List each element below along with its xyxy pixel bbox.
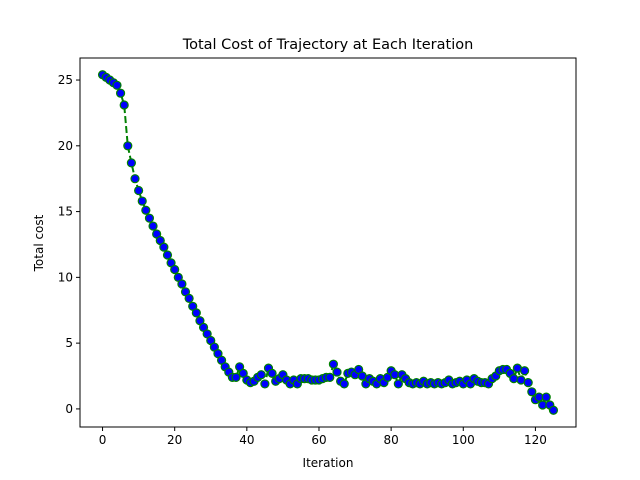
y-tick-label: 5: [65, 336, 73, 350]
marker: [112, 80, 122, 90]
x-axis-label: Iteration: [303, 456, 354, 470]
marker: [184, 293, 194, 304]
marker: [328, 359, 339, 369]
marker: [523, 378, 533, 388]
marker: [231, 372, 241, 382]
marker: [256, 370, 266, 380]
x-tick-label: 20: [167, 433, 182, 447]
y-tick-label: 25: [58, 73, 73, 87]
marker: [519, 366, 530, 376]
marker: [267, 368, 277, 378]
x-tick-label: 100: [452, 433, 475, 447]
marker: [541, 392, 551, 402]
marker: [332, 367, 342, 377]
marker: [119, 100, 129, 110]
marker: [159, 242, 169, 252]
marker: [134, 185, 144, 196]
x-tick-label: 40: [239, 433, 254, 447]
marker: [509, 374, 519, 384]
marker: [141, 205, 151, 215]
marker: [548, 405, 559, 415]
marker: [170, 264, 180, 275]
x-tick-label: 60: [311, 433, 326, 447]
y-tick-label: 0: [65, 402, 73, 416]
plot-frame: [79, 57, 577, 428]
marker: [137, 196, 147, 206]
marker: [527, 387, 537, 397]
marker: [123, 141, 133, 151]
x-tick-label: 80: [383, 433, 398, 447]
marker: [260, 379, 270, 389]
marker: [148, 221, 158, 231]
marker: [126, 158, 137, 168]
marker: [130, 174, 140, 184]
marker: [115, 88, 126, 98]
marker: [144, 213, 155, 223]
marker: [191, 308, 201, 318]
marker: [162, 250, 173, 260]
marker: [325, 372, 335, 382]
marker: [393, 379, 403, 389]
y-tick-label: 20: [58, 139, 73, 153]
marker: [339, 379, 349, 389]
x-tick-label: 0: [99, 433, 107, 447]
y-axis-label: Total cost: [32, 214, 46, 272]
y-tick-label: 10: [58, 270, 73, 284]
y-tick-label: 15: [58, 205, 73, 219]
x-tick-label: 120: [524, 433, 547, 447]
marker: [177, 279, 187, 289]
chart-title: Total Cost of Trajectory at Each Iterati…: [182, 37, 474, 53]
